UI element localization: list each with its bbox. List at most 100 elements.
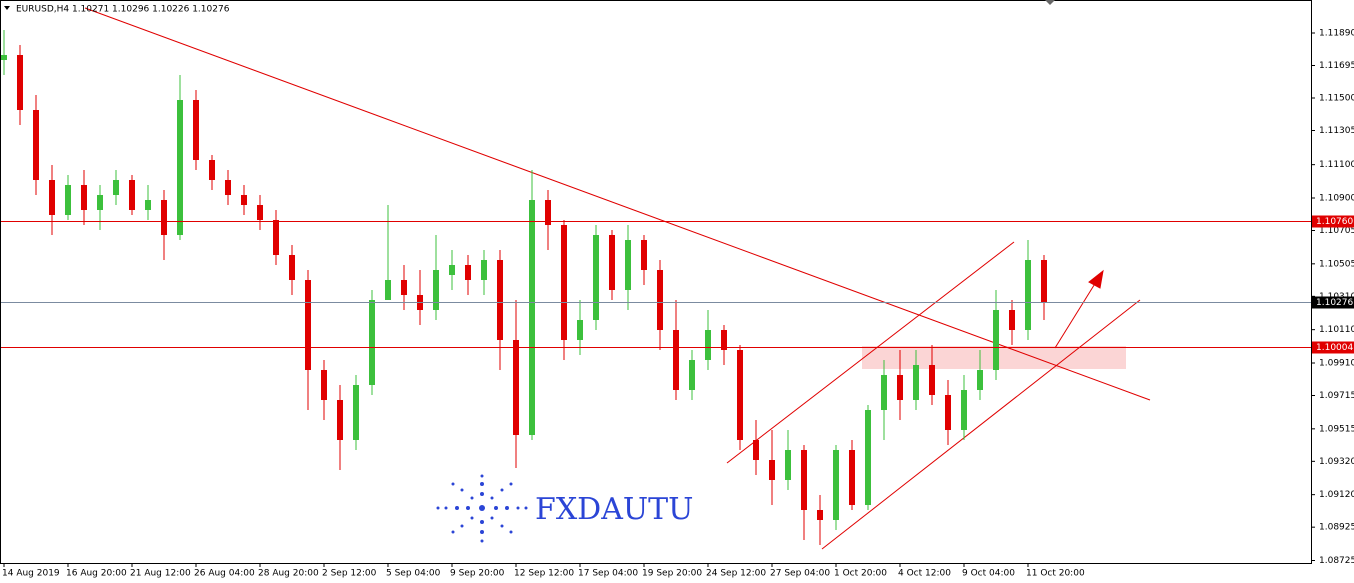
candle-body bbox=[961, 390, 967, 430]
candle-body bbox=[193, 100, 199, 160]
axes: 1.11890 1.11695 1.11500 1.11305 1.11100 1.109… bbox=[2, 29, 1354, 579]
candle-body bbox=[1, 55, 7, 60]
candle-body bbox=[305, 280, 311, 370]
candle-body bbox=[465, 265, 471, 280]
level-label: 1.10760 bbox=[1316, 217, 1353, 227]
x-tick-label: 24 Sep 12:00 bbox=[706, 569, 766, 579]
candle-body bbox=[513, 340, 519, 435]
candle-body bbox=[1025, 260, 1031, 330]
x-tick-label: 14 Aug 2019 bbox=[2, 569, 60, 579]
x-tick-label: 28 Aug 20:00 bbox=[258, 569, 319, 579]
x-tick-label: 1 Oct 20:00 bbox=[834, 569, 887, 579]
arrow-shaft bbox=[1054, 281, 1097, 349]
candle-body bbox=[849, 450, 855, 505]
y-tick-label: 1.10900 bbox=[1319, 194, 1354, 204]
x-tick-label: 16 Aug 20:00 bbox=[66, 569, 127, 579]
watermark: FXDAUTU bbox=[535, 492, 693, 527]
candle-body bbox=[721, 330, 727, 350]
candle-body bbox=[369, 300, 375, 385]
candle-body bbox=[881, 375, 887, 410]
candle-body bbox=[145, 200, 151, 210]
candle-body bbox=[817, 510, 823, 520]
candle-body bbox=[113, 180, 119, 195]
x-tick-label: 17 Sep 04:00 bbox=[578, 569, 638, 579]
candle-body bbox=[401, 280, 407, 295]
candle-body bbox=[161, 200, 167, 235]
x-tick-label: 27 Sep 04:00 bbox=[770, 569, 830, 579]
candle-body bbox=[241, 195, 247, 205]
annotations bbox=[84, 7, 1151, 550]
candle-body bbox=[673, 330, 679, 390]
y-tick-label: 1.10705 bbox=[1319, 226, 1354, 236]
candle-body bbox=[353, 385, 359, 440]
level-label: 1.10004 bbox=[1316, 343, 1353, 353]
candle-body bbox=[689, 360, 695, 390]
candle-body bbox=[561, 225, 567, 340]
candle-body bbox=[865, 410, 871, 505]
candle-body bbox=[1009, 310, 1015, 330]
candle-body bbox=[449, 265, 455, 275]
candle-body bbox=[33, 110, 39, 180]
y-tick-label: 1.09515 bbox=[1319, 424, 1354, 434]
y-tick-label: 1.11695 bbox=[1319, 61, 1354, 71]
menu-triangle bbox=[4, 6, 10, 10]
x-tick-label: 9 Sep 20:00 bbox=[450, 569, 505, 579]
x-tick-label: 2 Sep 12:00 bbox=[322, 569, 377, 579]
y-tick-label: 1.09120 bbox=[1319, 490, 1354, 500]
level-label-bg bbox=[1312, 296, 1354, 309]
candle-body bbox=[337, 400, 343, 440]
y-tick-label: 1.08925 bbox=[1319, 523, 1354, 533]
candle-body bbox=[609, 235, 615, 290]
candle-body bbox=[225, 180, 231, 195]
shift-marker bbox=[1045, 0, 1055, 5]
y-tick-label: 1.11500 bbox=[1319, 94, 1354, 104]
level-label-bg bbox=[1312, 215, 1354, 228]
candle-body bbox=[913, 365, 919, 400]
trendline bbox=[84, 7, 1151, 401]
candle-body bbox=[993, 310, 999, 370]
symbol-info: EURUSD,H4 1.10271 1.10296 1.10226 1.1027… bbox=[16, 5, 230, 15]
y-tick-label: 1.10505 bbox=[1319, 259, 1354, 269]
candle-body bbox=[753, 440, 759, 460]
x-tick-label: 9 Oct 04:00 bbox=[962, 569, 1015, 579]
candle-body bbox=[497, 260, 503, 340]
y-tick-label: 1.09910 bbox=[1319, 359, 1354, 369]
x-tick-label: 26 Aug 04:00 bbox=[194, 569, 255, 579]
candle-body bbox=[289, 255, 295, 280]
candle-body bbox=[929, 365, 935, 395]
candle-body bbox=[481, 260, 487, 280]
x-tick-label: 5 Sep 04:00 bbox=[386, 569, 441, 579]
candle-body bbox=[801, 450, 807, 510]
plot-frame bbox=[0, 0, 1312, 564]
y-tick-label: 1.11100 bbox=[1319, 160, 1354, 170]
level-label-bg bbox=[1312, 341, 1354, 354]
x-tick-label: 19 Sep 20:00 bbox=[642, 569, 702, 579]
level-label: 1.10276 bbox=[1316, 298, 1353, 308]
candle-body bbox=[625, 240, 631, 290]
watermark-logo bbox=[436, 474, 528, 543]
candle-body bbox=[1041, 260, 1047, 302]
y-tick-label: 1.09320 bbox=[1319, 457, 1354, 467]
candle-body bbox=[65, 185, 71, 215]
candle-body bbox=[737, 350, 743, 440]
y-tick-label: 1.11305 bbox=[1319, 126, 1354, 136]
candle-body bbox=[593, 235, 599, 320]
candle-body bbox=[577, 320, 583, 340]
candle-body bbox=[657, 270, 663, 330]
channel-upper bbox=[726, 241, 1015, 464]
candle-body bbox=[705, 330, 711, 360]
x-tick-label: 4 Oct 12:00 bbox=[898, 569, 951, 579]
candle-body bbox=[209, 160, 215, 180]
x-tick-label: 11 Oct 20:00 bbox=[1026, 569, 1085, 579]
candle-body bbox=[945, 395, 951, 430]
candle-body bbox=[97, 195, 103, 210]
y-tick-label: 1.10110 bbox=[1319, 325, 1354, 335]
candle-body bbox=[321, 370, 327, 400]
y-tick-label: 1.08725 bbox=[1319, 556, 1354, 566]
candle-body bbox=[785, 450, 791, 480]
candle-body bbox=[545, 200, 551, 225]
channel-lower bbox=[821, 299, 1141, 550]
candle-body bbox=[433, 270, 439, 310]
